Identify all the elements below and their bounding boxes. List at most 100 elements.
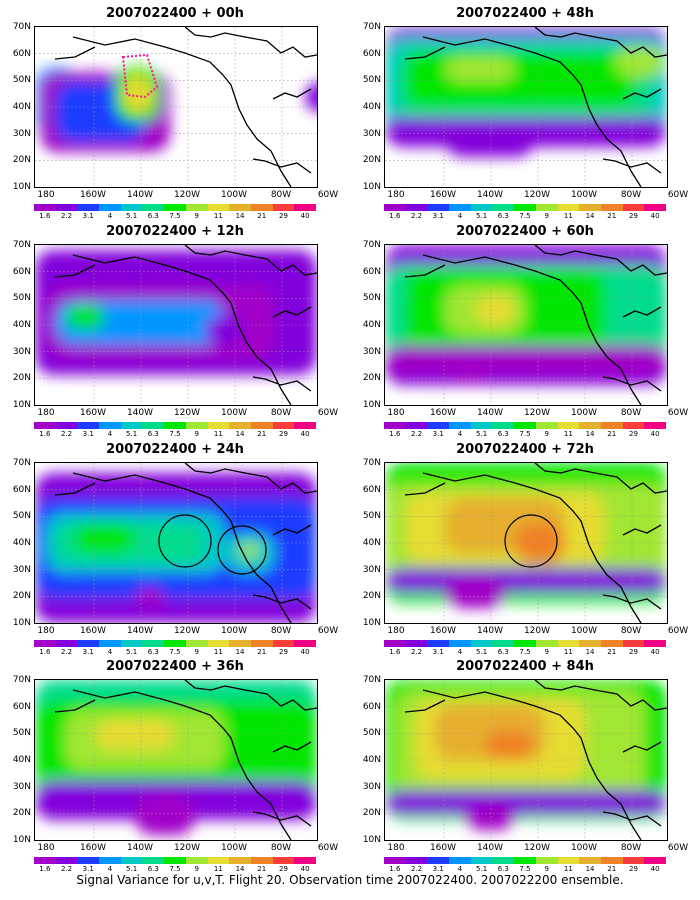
colorbar-tick-label: 4 <box>107 648 113 656</box>
colorbar-tick-label: 7.5 <box>169 430 181 438</box>
longitude-label: 60W <box>317 843 339 853</box>
colorbar-tick-label: 11 <box>563 648 573 656</box>
latitude-label: 20N <box>12 373 31 384</box>
colorbar-tick-label: 29 <box>628 865 638 873</box>
variance-field <box>95 720 175 750</box>
colorbar-tick-label: 2.2 <box>60 430 73 438</box>
panel-title: 2007022400 + 00h <box>106 6 244 21</box>
colorbar-tick-label: 14 <box>585 865 595 873</box>
longitude-label: 140W <box>476 626 504 636</box>
colorbar-swatch <box>294 857 316 864</box>
colorbar-tick-label: 2.2 <box>60 865 73 873</box>
colorbar-tick-label: 7.5 <box>519 865 531 873</box>
colorbar-tick-label: 21 <box>607 212 617 220</box>
colorbar-swatch <box>644 640 666 647</box>
colorbar-tick-label: 40 <box>300 865 310 873</box>
panel-title: 2007022400 + 72h <box>456 442 594 457</box>
colorbar-tick-label: 5.1 <box>476 430 488 438</box>
map-panel: 2007022400 + 60h 70N 60N 50N 40N 30N 20N 10N 180… <box>350 222 700 438</box>
longitude-label: 100W <box>570 190 598 200</box>
colorbar-tick-label: 9 <box>544 648 549 656</box>
colorbar-tick-label: 11 <box>213 865 223 873</box>
latitude-label: 40N <box>12 102 31 112</box>
colorbar-swatch <box>185 857 208 864</box>
longitude-label: 120W <box>523 843 551 853</box>
colorbar-swatch <box>449 640 471 647</box>
longitude-label: 80W <box>620 626 642 636</box>
colorbar-swatch <box>579 857 601 864</box>
variance-field <box>385 568 667 593</box>
map-plot-area <box>34 462 318 624</box>
longitude-label: 180 <box>37 626 55 636</box>
longitude-label: 160W <box>79 408 107 418</box>
colorbar-swatch <box>557 640 580 647</box>
colorbar-swatch <box>492 204 515 211</box>
colorbar-tick-label: 21 <box>257 648 267 656</box>
colorbar-swatch <box>427 857 450 864</box>
latitude-label: 30N <box>12 128 31 139</box>
panel-title: 2007022400 + 48h <box>456 6 594 21</box>
latitude-label: 60N <box>12 484 31 495</box>
colorbar-tick-label: 40 <box>650 648 660 656</box>
longitude-label: 120W <box>523 190 551 200</box>
colorbar-tick-label: 5.1 <box>126 212 138 220</box>
variance-field <box>445 122 535 157</box>
colorbar-tick-label: 11 <box>563 865 573 873</box>
colorbar-tick-label: 3.1 <box>82 865 94 873</box>
variance-field <box>385 345 667 375</box>
colorbar-tick-label: 9 <box>194 648 199 656</box>
colorbar-tick-label: 7.5 <box>519 430 531 438</box>
colorbar <box>34 640 316 647</box>
colorbar <box>34 422 316 429</box>
colorbar-swatch <box>207 857 230 864</box>
longitude-label: 160W <box>429 408 457 418</box>
colorbar-swatch <box>250 857 273 864</box>
colorbar-swatch <box>142 422 165 429</box>
colorbar-swatch <box>622 204 645 211</box>
colorbar-ticks: 1.6 2.2 3.1 4 5.1 6.3 7.5 9 11 14 21 29 40 <box>384 430 666 439</box>
colorbar-swatch <box>535 857 558 864</box>
longitude-label: 140W <box>476 408 504 418</box>
colorbar-swatch <box>644 857 666 864</box>
latitude-label: 30N <box>362 564 381 575</box>
colorbar-swatch <box>427 204 450 211</box>
variance-field <box>240 543 260 558</box>
longitude-label: 180 <box>37 408 55 418</box>
colorbar-swatch <box>492 640 515 647</box>
map-plot-area <box>384 244 668 406</box>
colorbar-tick-label: 3.1 <box>82 430 94 438</box>
longitude-label: 100W <box>220 626 248 636</box>
colorbar-tick-label: 40 <box>650 865 660 873</box>
colorbar-swatch <box>99 204 121 211</box>
colorbar-swatch <box>514 204 536 211</box>
variance-field <box>445 578 505 608</box>
longitude-label: 100W <box>570 408 598 418</box>
latitude-label: 10N <box>12 182 31 192</box>
colorbar-tick-label: 9 <box>194 212 199 220</box>
latitude-label: 60N <box>362 266 381 277</box>
panel-title: 2007022400 + 84h <box>456 659 594 674</box>
colorbar-tick-label: 4 <box>457 865 463 873</box>
colorbar-tick-label: 1.6 <box>39 430 51 438</box>
target-circle <box>217 525 267 575</box>
latitude-label: 70N <box>12 22 31 32</box>
colorbar-swatch <box>470 857 493 864</box>
colorbar-tick-label: 3.1 <box>432 212 444 220</box>
longitude-label: 80W <box>620 843 642 853</box>
colorbar-tick-label: 6.3 <box>497 865 509 873</box>
colorbar-tick-label: 21 <box>607 865 617 873</box>
colorbar-swatch <box>142 640 165 647</box>
colorbar-swatch <box>405 640 428 647</box>
latitude-label: 70N <box>362 22 381 32</box>
latitude-label: 70N <box>362 240 381 250</box>
colorbar-swatch <box>470 422 493 429</box>
colorbar-tick-label: 6.3 <box>147 648 159 656</box>
variance-field <box>205 315 245 345</box>
colorbar-ticks: 1.6 2.2 3.1 4 5.1 6.3 7.5 9 11 14 21 29 40 <box>34 212 316 221</box>
colorbar-tick-label: 40 <box>300 212 310 220</box>
colorbar-swatch <box>622 640 645 647</box>
colorbar-swatch <box>405 204 428 211</box>
longitude-label: 60W <box>667 626 689 636</box>
graticule <box>385 245 667 405</box>
latitude-label: 10N <box>12 618 31 628</box>
